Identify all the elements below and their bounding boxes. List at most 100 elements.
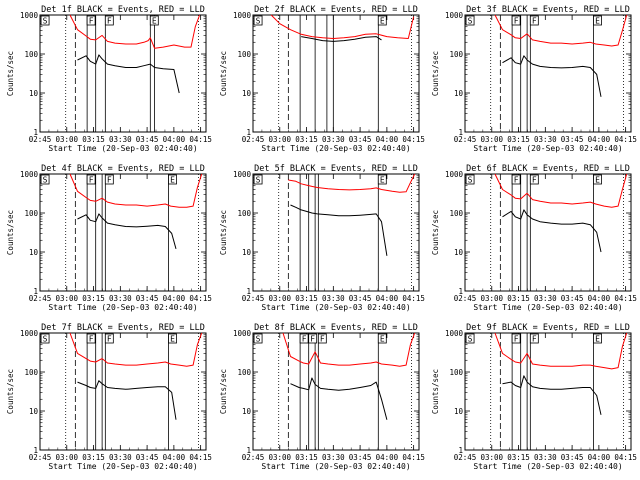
- y-tick-label: 10: [454, 248, 464, 257]
- marker-box: [40, 333, 50, 344]
- detector-panel: Det 8f BLACK = Events, RED = LLD 1 10 100 10…: [219, 323, 425, 471]
- x-tick-label: 03:15: [82, 453, 105, 462]
- x-tick-label: 04:15: [402, 294, 425, 303]
- marker-box: [377, 333, 387, 344]
- lld-series-line: [270, 14, 415, 39]
- marker-box: [86, 333, 96, 344]
- y-axis-label: Counts/sec: [219, 369, 228, 414]
- marker-box: [149, 15, 159, 26]
- x-tick-label: 03:15: [507, 453, 530, 462]
- plot-frame: [464, 173, 632, 292]
- x-tick-label: 03:00: [55, 135, 78, 144]
- x-tick-label: 03:15: [295, 453, 318, 462]
- y-tick-label: 1: [33, 287, 38, 296]
- marker-label: E: [380, 176, 385, 185]
- x-tick-label: 03:45: [349, 135, 372, 144]
- detector-panel: Det 7f BLACK = Events, RED = LLD 1 10 100 10…: [6, 323, 212, 471]
- x-tick-label: 04:00: [163, 294, 186, 303]
- y-tick-label: 10: [242, 407, 252, 416]
- marker-box: [104, 174, 114, 185]
- x-axis-label: Start Time (20-Sep-03 02:40:40): [48, 303, 197, 312]
- x-axis-label: Start Time (20-Sep-03 02:40:40): [261, 303, 410, 312]
- marker-box: [168, 333, 177, 344]
- plot-frame: [464, 14, 632, 133]
- panel-title: Det 9f BLACK = Events, RED = LLD: [466, 323, 630, 333]
- marker-box: [465, 333, 475, 344]
- events-series-line: [77, 213, 177, 250]
- marker-label: F: [514, 176, 519, 185]
- x-tick-label: 04:00: [376, 135, 399, 144]
- y-tick-label: 10: [29, 248, 39, 257]
- y-tick-label: 10: [29, 407, 39, 416]
- y-tick-label: 1: [458, 287, 463, 296]
- x-tick-label: 03:00: [268, 294, 291, 303]
- plot-frame: [252, 14, 420, 133]
- marker-box: [317, 333, 327, 344]
- y-tick-label: 1: [458, 446, 463, 455]
- x-tick-label: 04:00: [376, 453, 399, 462]
- x-tick-label: 04:15: [402, 135, 425, 144]
- marker-box: [299, 333, 309, 344]
- marker-label: F: [89, 176, 94, 185]
- y-tick-label: 1: [33, 446, 38, 455]
- x-axis-label: Start Time (20-Sep-03 02:40:40): [261, 144, 410, 153]
- plot-frame: [464, 332, 632, 451]
- panel-title: Det 6f BLACK = Events, RED = LLD: [466, 164, 630, 174]
- x-tick-label: 04:15: [189, 294, 212, 303]
- marker-box: [308, 333, 318, 344]
- lld-series-line: [494, 14, 628, 47]
- x-axis-label: Start Time (20-Sep-03 02:40:40): [48, 462, 197, 471]
- x-tick-label: 03:15: [295, 135, 318, 144]
- x-tick-label: 04:00: [588, 135, 611, 144]
- x-tick-label: 04:00: [588, 294, 611, 303]
- x-tick-label: 03:30: [322, 453, 345, 462]
- panel-title: Det 5f BLACK = Events, RED = LLD: [254, 164, 418, 174]
- x-tick-label: 03:30: [534, 294, 557, 303]
- panel-title: Det 2f BLACK = Events, RED = LLD: [254, 5, 418, 15]
- events-series-line: [290, 377, 388, 420]
- y-tick-label: 1000: [445, 329, 464, 338]
- marker-label: E: [595, 335, 600, 344]
- marker-label: F: [514, 335, 519, 344]
- marker-label: E: [380, 335, 385, 344]
- marker-label: S: [256, 176, 261, 185]
- y-tick-label: 100: [237, 50, 251, 59]
- lld-series-line: [69, 173, 203, 208]
- marker-label: E: [152, 17, 157, 26]
- x-tick-label: 04:15: [614, 453, 637, 462]
- y-tick-label: 100: [449, 368, 463, 377]
- marker-box: [86, 15, 96, 26]
- x-tick-label: 03:45: [561, 453, 584, 462]
- marker-box: [593, 174, 602, 185]
- x-tick-label: 03:00: [55, 453, 78, 462]
- lld-series-line: [288, 173, 416, 193]
- x-tick-label: 03:45: [561, 135, 584, 144]
- x-tick-label: 04:00: [163, 453, 186, 462]
- marker-box: [253, 15, 263, 26]
- y-axis-label: Counts/sec: [6, 369, 15, 414]
- y-tick-label: 100: [24, 50, 38, 59]
- y-tick-label: 100: [237, 368, 251, 377]
- y-tick-label: 1000: [233, 170, 252, 179]
- lld-series-line: [69, 14, 201, 49]
- x-tick-label: 02:45: [242, 135, 265, 144]
- y-tick-label: 1000: [445, 11, 464, 20]
- marker-box: [168, 174, 177, 185]
- y-tick-label: 1000: [20, 170, 39, 179]
- x-tick-label: 03:00: [480, 135, 503, 144]
- marker-label: F: [320, 335, 325, 344]
- marker-label: S: [468, 17, 473, 26]
- x-tick-label: 02:45: [454, 294, 477, 303]
- events-series-line: [502, 55, 602, 97]
- y-tick-label: 1: [246, 446, 251, 455]
- x-tick-label: 02:45: [29, 294, 52, 303]
- y-tick-label: 10: [454, 407, 464, 416]
- y-axis-label: Counts/sec: [431, 51, 440, 96]
- lld-series-line: [494, 173, 628, 208]
- x-axis-label: Start Time (20-Sep-03 02:40:40): [473, 462, 622, 471]
- y-axis-label: Counts/sec: [219, 51, 228, 96]
- marker-box: [40, 174, 50, 185]
- x-tick-label: 04:15: [189, 453, 212, 462]
- x-tick-label: 03:30: [534, 453, 557, 462]
- x-axis-label: Start Time (20-Sep-03 02:40:40): [261, 462, 410, 471]
